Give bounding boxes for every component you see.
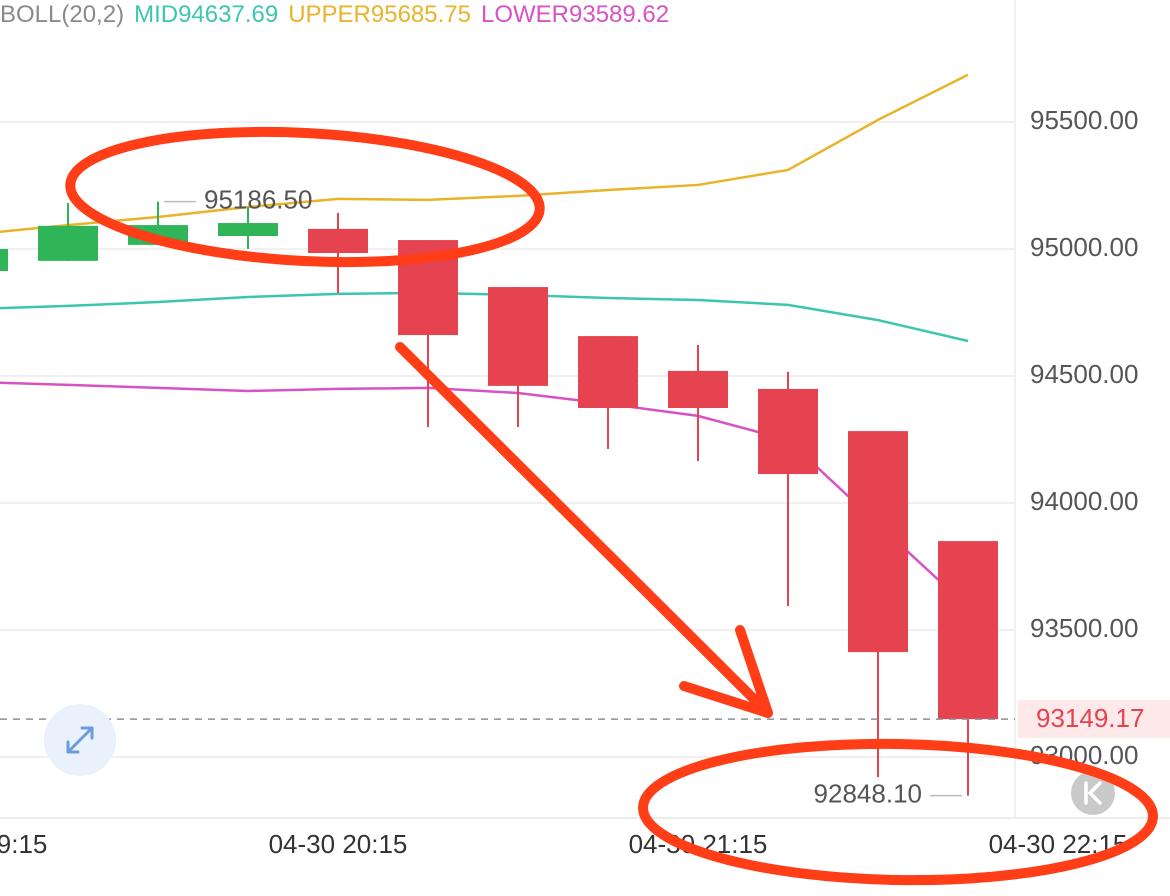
x-tick-label: 04-30 20:15: [269, 829, 408, 859]
annotation-label: 92848.10: [814, 778, 922, 808]
indicator-name: BOLL(20,2): [0, 1, 124, 28]
band-line: [0, 291, 969, 343]
legend-name: LOWER: [481, 1, 569, 28]
legend-name: MID: [134, 1, 178, 28]
candle-body: [668, 370, 728, 408]
candle-body: [578, 336, 638, 408]
candle-body: [848, 431, 908, 653]
candle-body: [938, 541, 998, 720]
candle-body: [488, 287, 548, 386]
band-line: [0, 73, 969, 234]
candle-body: [0, 248, 8, 272]
y-tick-label: 95500.00: [1030, 105, 1138, 135]
candle-body: [218, 223, 278, 237]
y-tick-label: 94000.00: [1030, 486, 1138, 516]
legend-value: 94637.69: [178, 1, 278, 28]
last-price-box: [1018, 700, 1170, 739]
y-tick-label: 93500.00: [1030, 613, 1138, 643]
candle-body: [308, 228, 368, 254]
x-tick-label: 04-30 19:15: [0, 829, 47, 859]
legend-value: 95685.75: [371, 1, 471, 28]
expand-button[interactable]: [44, 704, 116, 776]
legend-name: UPPER: [288, 1, 371, 28]
red-annotation: [65, 126, 1158, 886]
legend-value: 93589.62: [569, 1, 669, 28]
y-tick-label: 95000.00: [1030, 232, 1138, 262]
scroll-latest-button[interactable]: [1071, 771, 1115, 815]
annotation-label: 95186.50: [204, 184, 312, 214]
y-tick-label: 94500.00: [1030, 359, 1138, 389]
candle-body: [38, 225, 98, 261]
candle-body: [758, 388, 818, 475]
indicator-header: BOLL(20,2) MID94637.69 UPPER95685.75 LOWER9…: [0, 1, 669, 28]
last-price-label: 93149.17: [1036, 703, 1144, 733]
